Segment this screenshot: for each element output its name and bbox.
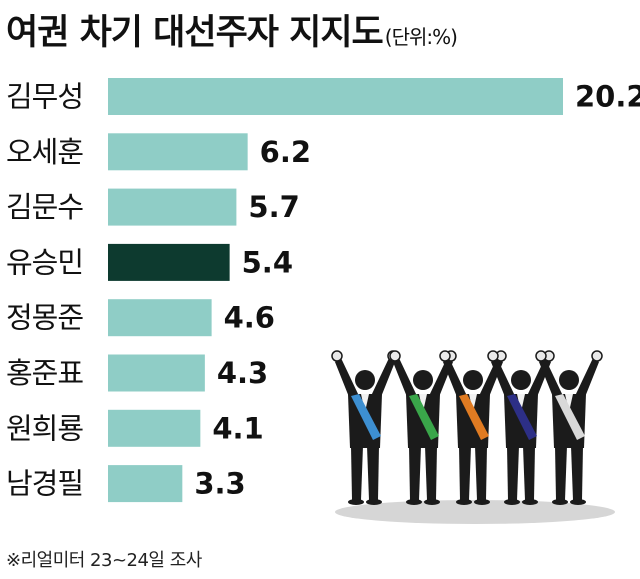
head <box>559 370 579 390</box>
bar <box>108 409 201 447</box>
leg <box>367 446 379 500</box>
shirt <box>361 394 369 412</box>
head <box>355 370 375 390</box>
shoe <box>366 499 382 505</box>
arm <box>539 358 563 402</box>
shoe <box>552 499 568 505</box>
value-label: 5.4 <box>242 245 293 279</box>
value-label: 4.6 <box>224 301 275 335</box>
shoe <box>474 499 490 505</box>
shoe <box>424 499 440 505</box>
bar <box>108 465 183 503</box>
shirt <box>419 394 427 412</box>
leg <box>555 446 567 500</box>
leg <box>571 446 583 500</box>
category-label: 유승민 <box>6 245 83 279</box>
hand <box>389 350 401 362</box>
bar <box>108 354 205 392</box>
head <box>463 370 483 390</box>
bar-chart: 김무성 20.2 오세훈 6.2 김문수 5.7 유승민 5.4 정몽준 4.6 홍준표 4.3 원희룡… <box>6 78 640 503</box>
hand <box>331 350 343 362</box>
hand <box>591 350 603 362</box>
sash <box>507 394 537 440</box>
source-footnote: ※리얼미터 23~24일 조사 <box>6 550 202 571</box>
arm <box>335 358 359 402</box>
bar <box>108 78 563 115</box>
arm <box>575 358 599 402</box>
shirt <box>517 394 525 412</box>
shoe <box>570 499 586 505</box>
arm <box>393 358 417 402</box>
category-label: 김무성 <box>6 80 83 114</box>
hand <box>487 350 499 362</box>
bar <box>108 188 237 226</box>
bar <box>108 243 230 281</box>
shirt <box>469 394 477 412</box>
shoe <box>456 499 472 505</box>
sash <box>555 394 585 440</box>
shirt <box>565 394 573 412</box>
leg <box>351 446 363 500</box>
arm <box>491 358 515 402</box>
category-label: 김문수 <box>6 190 83 224</box>
category-label: 홍준표 <box>6 356 83 390</box>
leg <box>425 446 437 500</box>
value-label: 3.3 <box>194 467 245 501</box>
shoe <box>348 499 364 505</box>
sash <box>351 394 381 440</box>
head <box>413 370 433 390</box>
bar <box>108 299 212 337</box>
shadow <box>335 500 615 524</box>
value-label: 6.2 <box>260 135 311 169</box>
leg <box>459 446 471 500</box>
category-label: 원희룡 <box>6 411 83 445</box>
arm <box>371 358 395 402</box>
arm <box>443 358 467 402</box>
bar <box>108 133 248 171</box>
value-label: 20.2 <box>575 80 640 114</box>
hand <box>439 350 451 362</box>
head <box>511 370 531 390</box>
leg <box>507 446 519 500</box>
leg <box>523 446 535 500</box>
sash <box>459 394 489 440</box>
shoe <box>522 499 538 505</box>
category-label: 정몽준 <box>6 301 83 335</box>
value-label: 5.7 <box>248 190 299 224</box>
sash <box>409 394 439 440</box>
value-label: 4.1 <box>212 411 263 445</box>
shoe <box>406 499 422 505</box>
chart-title-block: 여권 차기 대선주자 지지도 (단위:%) <box>6 4 458 55</box>
leg <box>409 446 421 500</box>
politicians-raising-hands-icon <box>331 350 615 524</box>
category-label: 오세훈 <box>6 135 83 169</box>
leg <box>475 446 487 500</box>
chart-title: 여권 차기 대선주자 지지도 <box>6 13 384 53</box>
chart-unit: (단위:%) <box>384 25 458 49</box>
hand <box>535 350 547 362</box>
category-label: 남경필 <box>6 467 83 501</box>
shoe <box>504 499 520 505</box>
value-label: 4.3 <box>217 356 268 390</box>
